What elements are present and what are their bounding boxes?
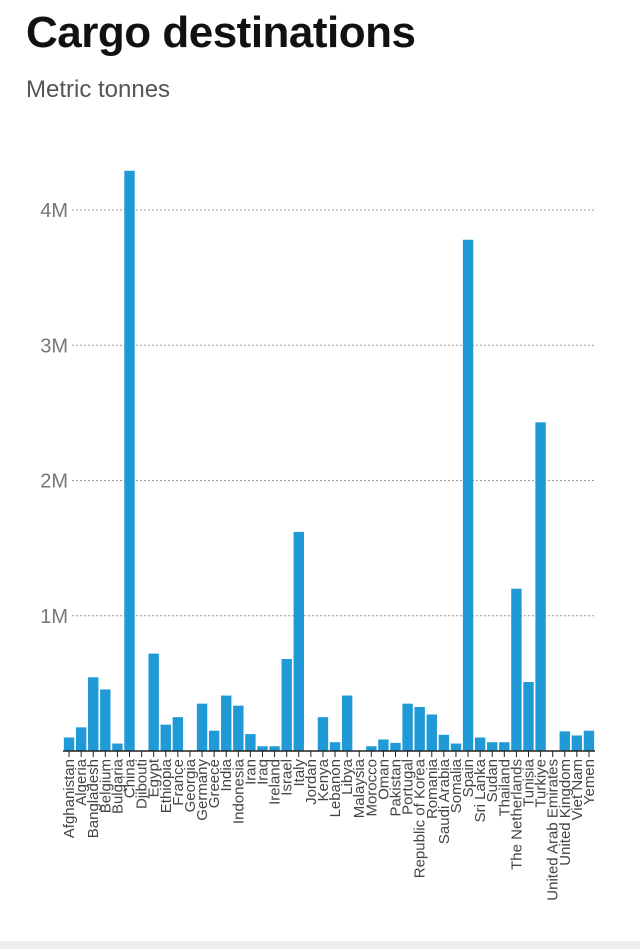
bar <box>269 746 280 751</box>
x-tick-label: Sudan <box>484 759 501 802</box>
bar <box>499 742 510 751</box>
bar <box>426 714 437 751</box>
bar <box>583 730 595 751</box>
x-tick-label: Djibouti <box>134 759 151 809</box>
bar <box>148 653 159 751</box>
bar <box>245 734 256 751</box>
bar <box>462 239 474 751</box>
y-tick-label: 2M <box>40 471 68 493</box>
x-tick-label: Saudi Arabia <box>436 758 453 844</box>
x-tick-label: Viet Nam <box>569 759 586 820</box>
x-tick-label: Kenya <box>315 758 332 801</box>
bar <box>112 743 123 751</box>
x-tick-label: Ireland <box>267 759 284 805</box>
bar <box>196 703 208 751</box>
bar <box>414 707 425 751</box>
x-tick-label: Israel <box>279 759 296 796</box>
bar <box>390 742 401 751</box>
x-tick-label: Egypt <box>146 758 163 797</box>
x-tick-label: France <box>170 759 187 806</box>
y-tick-label: 4M <box>40 200 68 222</box>
x-tick-label: Morocco <box>363 759 380 817</box>
x-tick-label: Somalia <box>448 758 465 813</box>
x-tick-label: Iran <box>242 759 259 785</box>
bar <box>281 659 292 751</box>
x-tick-label: Oman <box>375 759 392 800</box>
bar <box>559 731 570 751</box>
x-tick-label: Indonesia <box>230 758 247 824</box>
bar <box>329 742 341 751</box>
chart-title: Cargo destinations <box>26 8 416 57</box>
bar <box>341 695 353 751</box>
bar <box>63 737 75 752</box>
x-tick-label: Tunisia <box>521 758 538 806</box>
chart-subtitle: Metric tonnes <box>26 76 171 103</box>
x-tick-label: Pakistan <box>388 759 405 817</box>
bar <box>293 531 304 751</box>
x-tick-label: Lebanon <box>327 759 344 817</box>
bar <box>378 739 389 751</box>
x-tick-label: China <box>122 758 139 798</box>
bar <box>402 703 413 751</box>
bar <box>511 588 522 751</box>
x-tick-label: Germany <box>194 759 211 821</box>
bar <box>257 746 268 751</box>
bar <box>450 743 462 751</box>
x-tick-label: India <box>218 758 235 791</box>
y-tick-label: 3M <box>40 335 68 357</box>
x-tick-label: Algeria <box>73 758 90 805</box>
bar <box>124 170 135 751</box>
bar <box>172 717 184 751</box>
bar <box>75 727 87 751</box>
x-tick-label: Belgium <box>97 759 114 813</box>
x-tick-label: Portugal <box>400 759 417 815</box>
x-tick-label: Greece <box>206 759 223 808</box>
x-tick-label: United Arab Emirates <box>545 759 562 901</box>
bar <box>100 689 111 751</box>
bar <box>535 422 546 751</box>
x-tick-label: Yemen <box>581 759 598 805</box>
bar <box>88 677 99 751</box>
x-tick-label: Ethiopia <box>158 758 175 813</box>
bar <box>366 746 377 751</box>
x-tick-label: Afghanistan <box>61 759 78 838</box>
x-tick-label: Libya <box>339 758 356 795</box>
bar <box>233 705 244 751</box>
bar <box>487 742 498 751</box>
bar <box>221 695 232 751</box>
bar <box>571 735 583 751</box>
x-tick-label: Bangladesh <box>85 759 102 838</box>
x-tick-label: The Netherlands <box>508 759 525 870</box>
x-tick-label: Georgia <box>182 758 199 812</box>
x-tick-label: Republic of Korea <box>412 758 429 878</box>
bar <box>474 737 486 752</box>
x-tick-label: Romania <box>424 758 441 819</box>
x-tick-label: Italy <box>291 759 308 787</box>
x-tick-label: United Kingdom <box>557 759 574 866</box>
bar <box>160 724 171 751</box>
bottom-divider <box>0 941 640 949</box>
x-tick-label: Thailand <box>496 759 513 817</box>
x-tick-label: Sri Lanka <box>472 758 489 822</box>
bar <box>317 717 329 751</box>
x-tick-label: Iraq <box>255 759 272 785</box>
bar <box>208 730 220 751</box>
y-tick-label: 1M <box>40 606 68 628</box>
bar <box>523 682 534 751</box>
x-tick-label: Malaysia <box>351 758 368 818</box>
bar <box>438 734 450 751</box>
x-tick-label: Spain <box>460 759 477 797</box>
x-tick-label: Jordan <box>303 759 320 805</box>
x-tick-label: Bulgaria <box>109 758 126 814</box>
x-tick-label: Turkiye <box>533 759 550 808</box>
